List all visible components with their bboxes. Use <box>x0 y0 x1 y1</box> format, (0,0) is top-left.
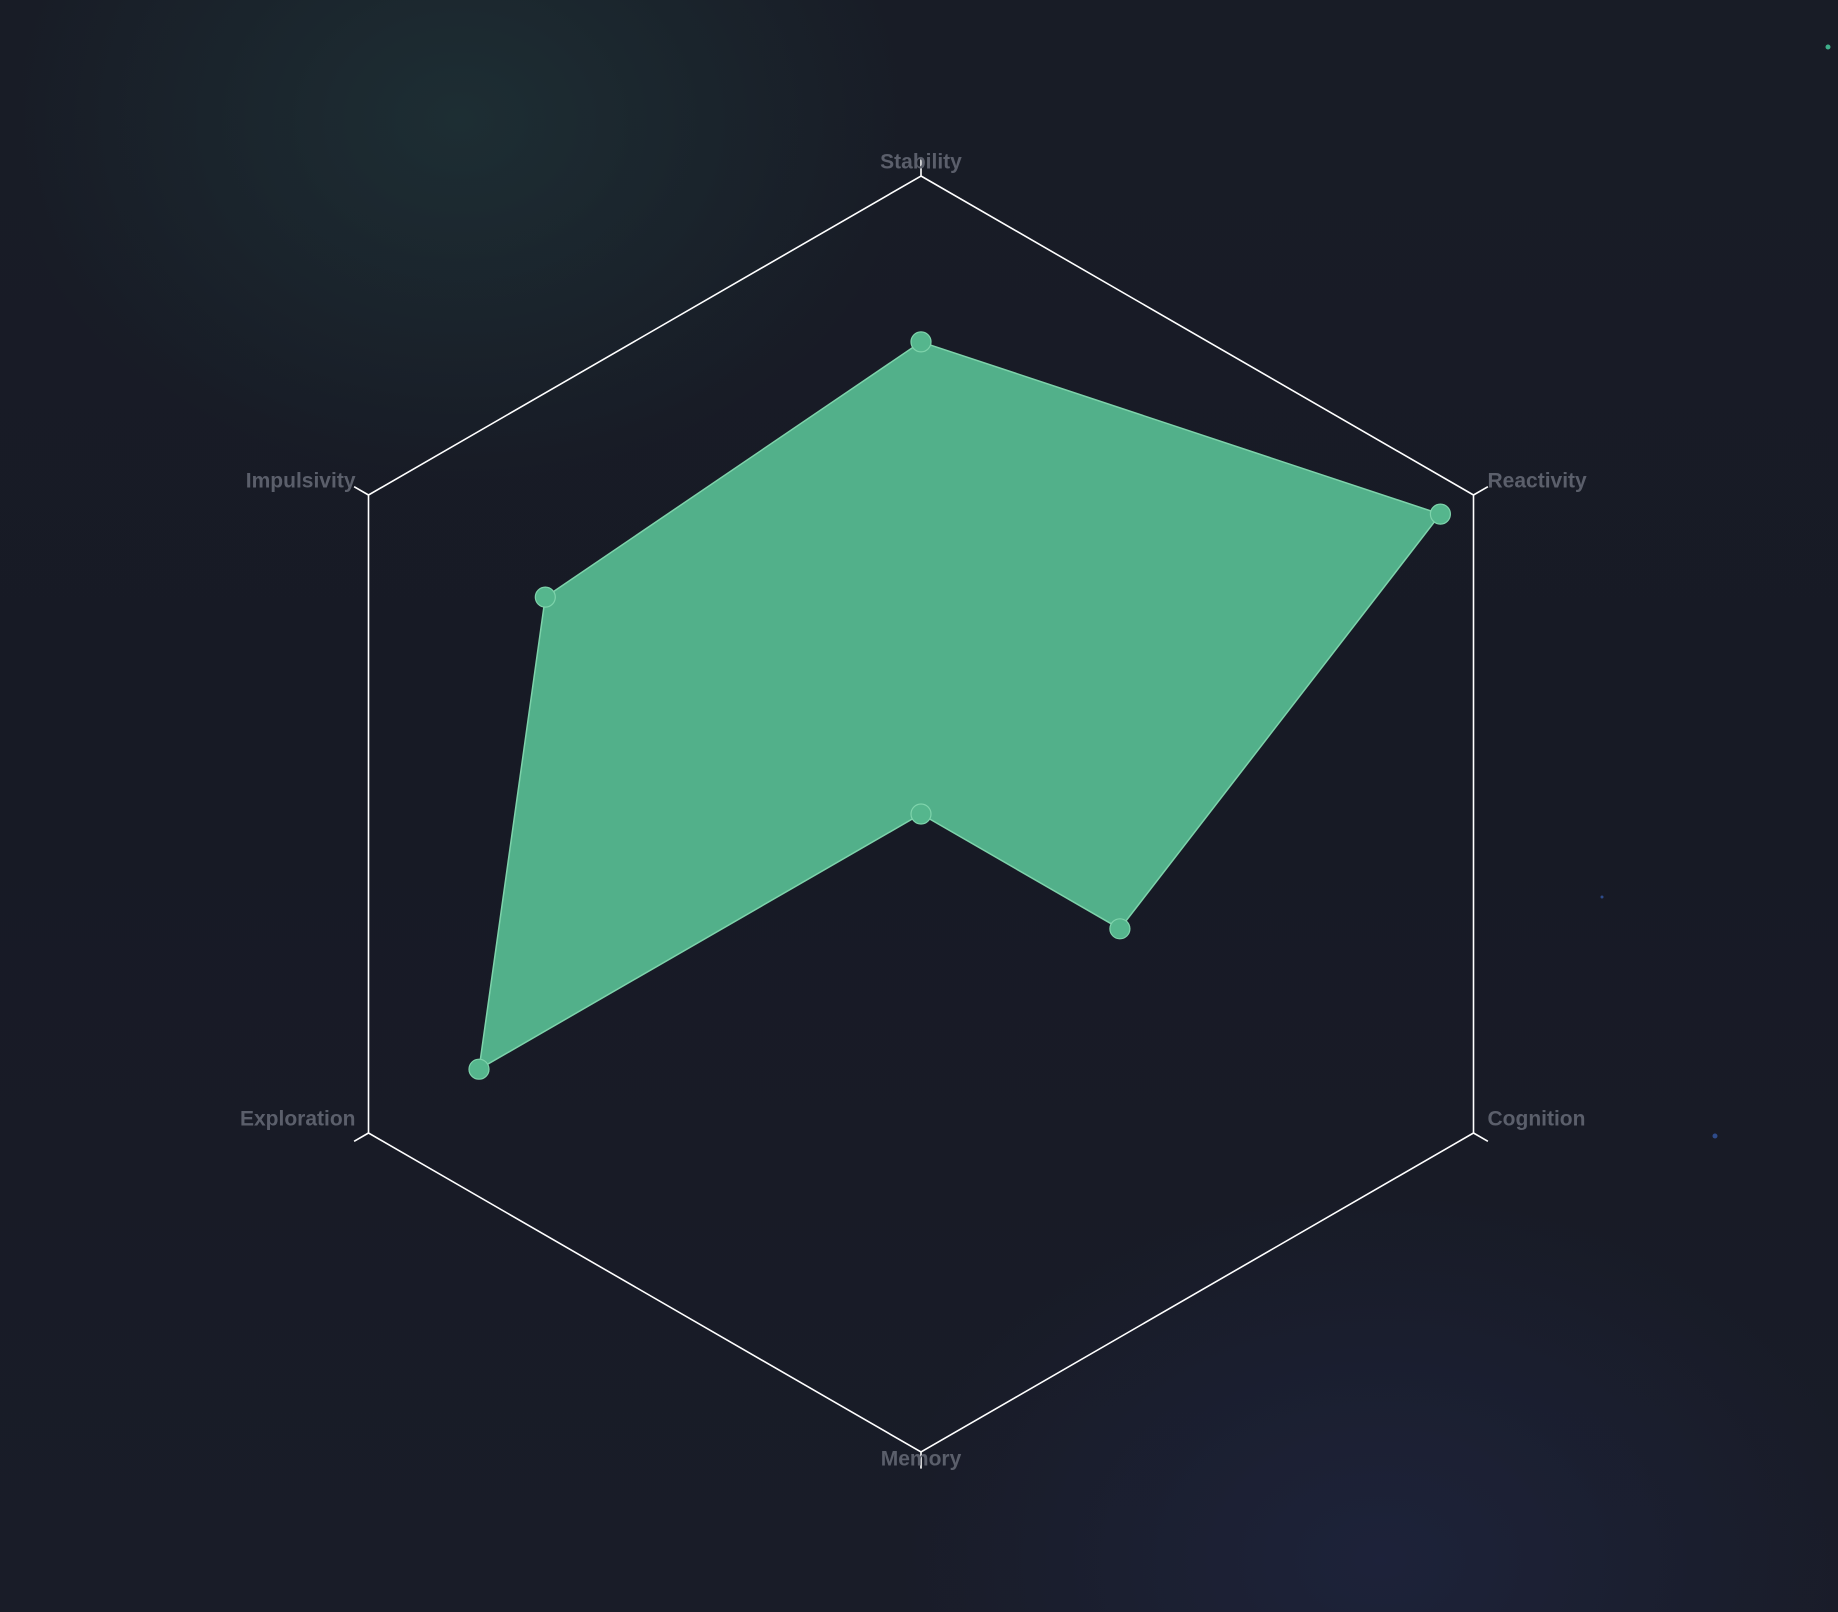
radar-series <box>478 341 1442 1070</box>
speck-top-right <box>1825 44 1831 50</box>
axis-tick-cognition <box>1473 1132 1489 1142</box>
data-point-memory[interactable] <box>910 803 932 825</box>
data-point-cognition[interactable] <box>1109 918 1131 940</box>
axis-label-impulsivity: Impulsivity <box>246 470 356 493</box>
axis-label-reactivity: Reactivity <box>1488 470 1588 493</box>
speck-mid-right <box>1600 895 1604 899</box>
axis-tick-exploration <box>353 1132 369 1142</box>
axis-tick-reactivity <box>1473 486 1489 496</box>
data-point-impulsivity[interactable] <box>534 586 556 608</box>
axis-label-cognition: Cognition <box>1488 1108 1586 1131</box>
radar-grid <box>353 159 1489 1469</box>
radar-points <box>468 331 1452 1080</box>
axis-label-memory: Memory <box>881 1448 962 1471</box>
data-point-stability[interactable] <box>910 331 932 353</box>
data-point-exploration[interactable] <box>468 1058 490 1080</box>
data-point-reactivity[interactable] <box>1429 503 1452 525</box>
speck-lower-right <box>1712 1133 1718 1139</box>
axis-tick-impulsivity <box>353 486 369 496</box>
axis-labels: Stability Reactivity Cognition Memory Explor… <box>240 151 1587 1471</box>
axis-label-stability: Stability <box>880 151 962 174</box>
axis-label-exploration: Exploration <box>240 1108 356 1131</box>
background-specks <box>1600 44 1831 1139</box>
series-area <box>478 341 1442 1070</box>
